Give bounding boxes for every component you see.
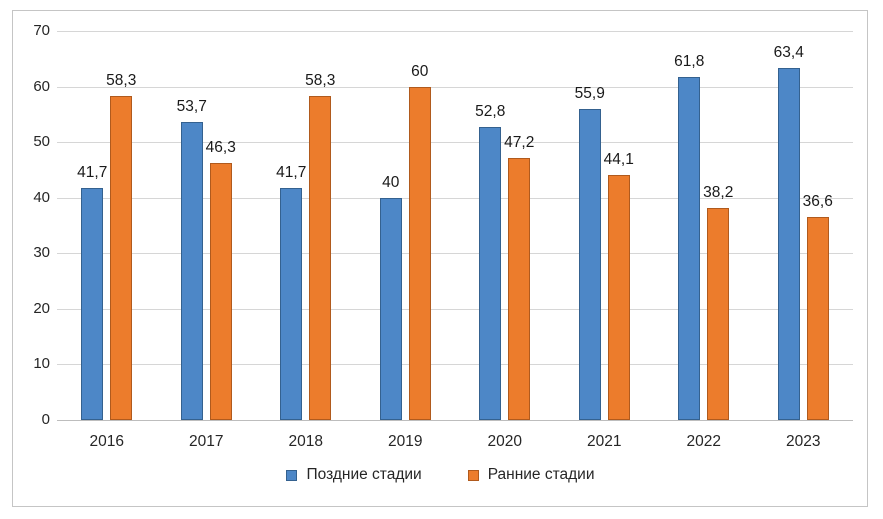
bar-early-stages-2023 bbox=[806, 216, 829, 420]
gridline bbox=[57, 31, 853, 32]
x-axis-line bbox=[57, 420, 853, 421]
y-axis-tick-label: 20 bbox=[33, 299, 50, 317]
bar-value-label: 46,3 bbox=[205, 138, 236, 156]
chart-frame bbox=[12, 10, 868, 507]
y-axis-tick-label: 50 bbox=[33, 133, 50, 151]
legend-swatch-late-stages bbox=[286, 469, 298, 481]
bar-early-stages-2016 bbox=[110, 96, 133, 420]
x-axis-category-label: 2020 bbox=[487, 433, 522, 450]
y-axis-tick-label: 40 bbox=[33, 188, 50, 206]
gridline bbox=[57, 253, 853, 255]
x-axis-category-label: 2016 bbox=[89, 433, 124, 450]
y-axis-tick-label: 30 bbox=[33, 244, 50, 262]
legend-item-early-stages: Ранние стадии bbox=[467, 466, 595, 484]
legend: Поздние стадии Ранние стадии bbox=[13, 466, 868, 484]
bar-value-label: 63,4 bbox=[773, 43, 804, 61]
bar-early-stages-2018 bbox=[309, 96, 332, 420]
bar-late-stages-2018 bbox=[280, 188, 303, 420]
gridline bbox=[57, 142, 853, 144]
bar-value-label: 52,8 bbox=[475, 102, 506, 120]
bar-value-label: 58,3 bbox=[305, 72, 336, 90]
y-axis-tick-label: 60 bbox=[33, 77, 50, 95]
x-axis-category-label: 2017 bbox=[189, 433, 224, 450]
bar-value-label: 58,3 bbox=[106, 72, 137, 90]
bar-value-label: 53,7 bbox=[176, 97, 207, 115]
bar-value-label: 47,2 bbox=[504, 133, 535, 151]
bar-value-label: 41,7 bbox=[77, 164, 108, 182]
bar-early-stages-2020 bbox=[508, 157, 531, 420]
legend-label-early-stages: Ранние стадии bbox=[487, 466, 595, 483]
bar-early-stages-2019 bbox=[408, 86, 431, 420]
bar-late-stages-2022 bbox=[678, 76, 701, 420]
bar-value-label: 40 bbox=[382, 173, 400, 191]
bar-early-stages-2021 bbox=[607, 174, 630, 420]
x-axis-category-label: 2023 bbox=[786, 433, 821, 450]
y-axis-tick-label: 0 bbox=[41, 411, 50, 428]
bar-value-label: 44,1 bbox=[603, 150, 634, 168]
bar-value-label: 60 bbox=[411, 62, 429, 80]
bar-early-stages-2022 bbox=[707, 207, 730, 420]
bar-late-stages-2016 bbox=[81, 188, 104, 420]
gridline bbox=[57, 86, 853, 88]
y-axis-tick-label: 10 bbox=[33, 355, 50, 373]
legend-label-late-stages: Поздние стадии bbox=[306, 466, 422, 483]
x-axis-category-label: 2018 bbox=[288, 433, 323, 450]
gridline bbox=[57, 364, 853, 366]
bar-value-label: 61,8 bbox=[674, 52, 705, 70]
bar-late-stages-2023 bbox=[777, 67, 800, 420]
x-axis-category-label: 2022 bbox=[686, 433, 721, 450]
legend-swatch-early-stages bbox=[467, 469, 479, 481]
bar-value-label: 55,9 bbox=[574, 85, 605, 103]
bar-late-stages-2017 bbox=[180, 121, 203, 420]
y-axis-tick-label: 70 bbox=[33, 22, 50, 39]
x-axis-category-label: 2019 bbox=[388, 433, 423, 450]
gridline bbox=[57, 197, 853, 199]
bar-value-label: 38,2 bbox=[703, 183, 734, 201]
bar-value-label: 36,6 bbox=[802, 192, 833, 210]
bar-late-stages-2020 bbox=[479, 126, 502, 420]
bar-late-stages-2019 bbox=[379, 197, 402, 420]
bar-late-stages-2021 bbox=[578, 109, 601, 420]
legend-item-late-stages: Поздние стадии bbox=[286, 466, 422, 484]
bar-early-stages-2017 bbox=[209, 162, 232, 420]
x-axis-category-label: 2021 bbox=[587, 433, 622, 450]
gridline bbox=[57, 308, 853, 310]
bar-value-label: 41,7 bbox=[276, 164, 307, 182]
